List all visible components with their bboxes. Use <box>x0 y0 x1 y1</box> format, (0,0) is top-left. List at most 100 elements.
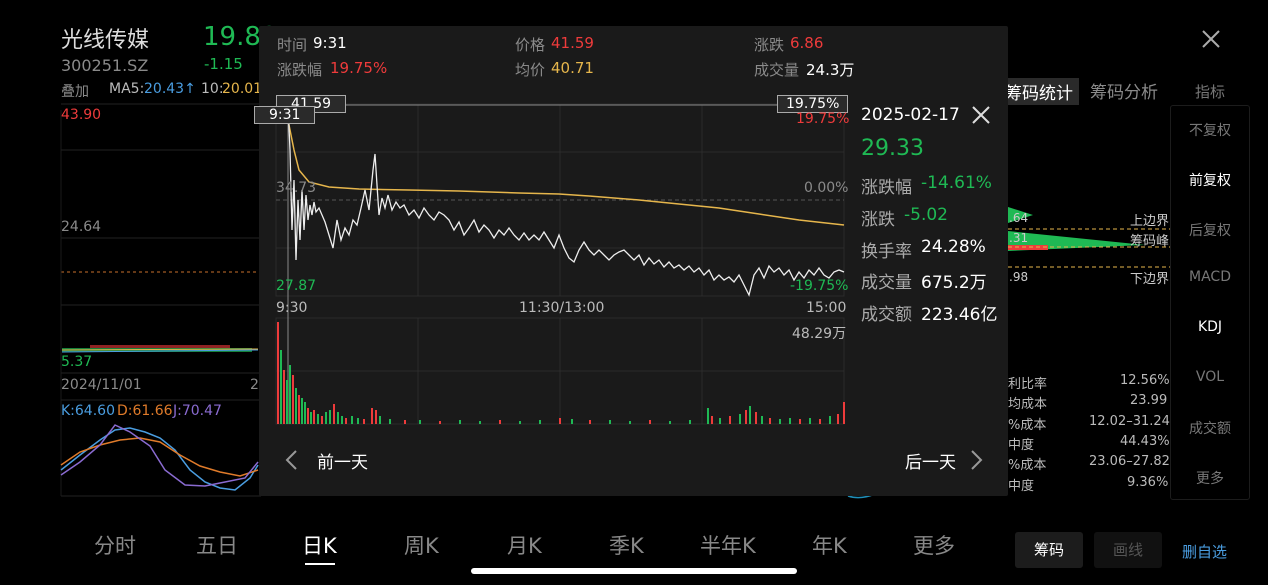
chevron-right-icon <box>971 450 983 470</box>
chip-peak-value: .31 <box>1009 231 1029 245</box>
stock-code: 300251.SZ <box>61 56 149 75</box>
menu-backward-adjust[interactable]: 后复权 <box>1189 223 1231 239</box>
volume-bars <box>277 322 845 424</box>
tab-weekly-k[interactable]: 周K <box>404 534 439 558</box>
tab-halfyear-k[interactable]: 半年K <box>700 534 756 558</box>
kdj-d: D:61.66 <box>117 403 173 419</box>
tab-5day[interactable]: 五日 <box>196 534 238 558</box>
background-candles <box>61 345 259 353</box>
chip-stat-value: 23.99 <box>1130 393 1168 408</box>
tab-more[interactable]: 更多 <box>913 534 955 558</box>
menu-macd[interactable]: MACD <box>1189 269 1231 285</box>
next-day-button[interactable]: 后一天 <box>900 446 990 474</box>
chip-tab-stats[interactable]: 筹码统计 <box>1005 78 1079 105</box>
tab-daily-k[interactable]: 日K <box>302 534 337 558</box>
ov-x-mid: 11:30/13:00 <box>519 300 605 316</box>
next-day-label: 后一天 <box>905 453 956 473</box>
tab-intraday[interactable]: 分时 <box>94 534 136 558</box>
home-indicator <box>471 568 797 574</box>
chip-stat-value: 12.02–31.24 <box>1089 414 1170 429</box>
tab-active-underline <box>305 563 335 565</box>
ov-vol-max: 48.29万 <box>792 326 847 342</box>
chip-stat-value: 9.36% <box>1127 475 1169 490</box>
stock-name: 光线传媒 <box>61 28 150 53</box>
menu-no-adjust[interactable]: 不复权 <box>1189 123 1231 139</box>
chip-stat-label: 均成本 <box>1008 397 1048 412</box>
info-close-icon[interactable] <box>970 104 992 126</box>
chip-lower-label: 下边界 <box>1130 272 1170 287</box>
chip-peak-label: 筹码峰 <box>1130 234 1170 249</box>
info-chg-label: 涨跌 <box>861 210 895 230</box>
chip-stat-label: 利比率 <box>1008 377 1048 392</box>
chip-tab-analysis[interactable]: 筹码分析 <box>1090 83 1158 103</box>
kdj-k: K:64.60 <box>61 403 115 419</box>
ov-pct-value: 19.75% <box>330 59 388 77</box>
ma10-value: 20.01 <box>222 81 263 97</box>
ov-change-label: 涨跌 <box>754 36 785 54</box>
overlay-toggle[interactable]: 叠加 <box>61 84 89 100</box>
info-amt-value: 223.46亿 <box>921 305 998 325</box>
price-line <box>287 104 845 297</box>
ov-avg-label: 均价 <box>515 61 546 79</box>
chart-date-label: 2024/11/01 <box>61 377 142 393</box>
kdj-j: J:70.47 <box>173 403 222 419</box>
chip-stat-value: 44.43% <box>1120 434 1170 449</box>
menu-vol[interactable]: VOL <box>1195 369 1225 385</box>
ov-axis-pct-box: 19.75% <box>777 95 849 113</box>
info-pct-label: 涨跌幅 <box>861 178 912 198</box>
info-turn-label: 换手率 <box>861 242 912 262</box>
ov-axis-mid-right: 0.00% <box>804 180 849 196</box>
tab-monthly-k[interactable]: 月K <box>507 534 542 558</box>
ov-cursor-time-box: 9:31 <box>254 106 316 124</box>
ov-x-end: 15:00 <box>806 300 847 316</box>
prev-day-label: 前一天 <box>317 453 368 473</box>
prev-day-button[interactable]: 前一天 <box>284 446 394 474</box>
chip-button[interactable]: 筹码 <box>1015 532 1083 568</box>
chart-high-label: 43.90 <box>61 107 102 123</box>
info-amt-label: 成交额 <box>861 305 912 325</box>
stock-change: -1.15 <box>204 55 243 73</box>
avg-price-line <box>287 119 845 226</box>
menu-more[interactable]: 更多 <box>1196 471 1224 487</box>
tab-yearly-k[interactable]: 年K <box>812 534 847 558</box>
chart-date-label-2: 2 <box>250 377 259 393</box>
info-price: 29.33 <box>861 136 924 161</box>
chip-distribution-chart <box>1008 207 1170 268</box>
ma10-label: 10: <box>201 81 224 97</box>
chip-stat-label: %成本 <box>1008 418 1047 433</box>
menu-forward-adjust[interactable]: 前复权 <box>1189 173 1231 189</box>
chip-upper-value: .64 <box>1009 211 1029 225</box>
ov-axis-bot-right: -19.75% <box>790 278 849 294</box>
ov-time-label: 时间 <box>277 36 308 54</box>
ov-axis-top-right: 19.75% <box>796 111 850 127</box>
chip-stat-label: 中度 <box>1008 438 1035 453</box>
remove-watchlist-button[interactable]: 删自选 <box>1182 543 1228 561</box>
menu-indicator[interactable]: 指标 <box>1194 83 1225 101</box>
info-chg-value: -5.02 <box>904 205 948 225</box>
close-icon[interactable] <box>1200 28 1222 50</box>
chevron-left-icon <box>285 450 297 470</box>
menu-kdj[interactable]: KDJ <box>1197 319 1223 335</box>
chip-stat-label: %成本 <box>1008 458 1047 473</box>
side-menu-border <box>1170 105 1250 500</box>
ov-time-value: 9:31 <box>313 34 347 52</box>
info-date: 2025-02-17 <box>861 105 960 125</box>
chart-mid-label: 24.64 <box>61 219 102 235</box>
draw-line-button[interactable]: 画线 <box>1094 532 1162 568</box>
chip-stat-value: 23.06–27.82 <box>1089 454 1170 469</box>
ov-x-start: 9:30 <box>276 300 308 316</box>
ma5-label: MA5: <box>109 81 145 97</box>
kdj-lines <box>60 424 259 491</box>
ov-vol-label: 成交量 <box>754 61 800 79</box>
chip-upper-label: 上边界 <box>1130 214 1170 229</box>
info-vol-value: 675.2万 <box>921 273 987 293</box>
tab-quarterly-k[interactable]: 季K <box>609 534 644 558</box>
ma5-value: 20.43↑ <box>144 81 196 97</box>
ov-vol-value: 24.3万 <box>806 61 855 79</box>
menu-amount[interactable]: 成交额 <box>1189 421 1231 437</box>
chip-stat-label: 中度 <box>1008 479 1035 494</box>
ov-avg-value: 40.71 <box>551 59 594 77</box>
chip-lower-value: .98 <box>1009 270 1029 284</box>
info-turn-value: 24.28% <box>921 237 986 257</box>
chip-stat-value: 12.56% <box>1120 373 1170 388</box>
